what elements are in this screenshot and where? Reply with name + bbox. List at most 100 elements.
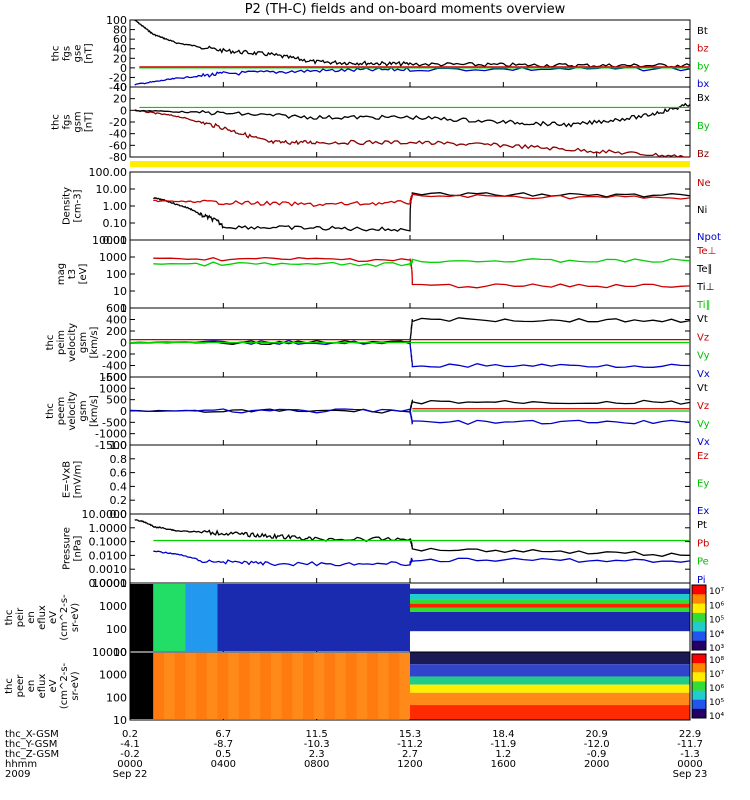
x-column-value: 1600 bbox=[491, 759, 516, 770]
y-axis-label: gsm bbox=[78, 400, 89, 421]
spec-gap bbox=[130, 653, 154, 719]
colorbar-cell bbox=[692, 663, 706, 673]
y-tick-label: 200 bbox=[106, 325, 127, 338]
colorbar-cell bbox=[692, 708, 706, 719]
spec-cell bbox=[377, 653, 390, 719]
series-density-Ni bbox=[153, 192, 691, 232]
y-tick-label: -500 bbox=[102, 416, 127, 429]
y-axis-label: t3 bbox=[67, 269, 78, 279]
series-fgs-gse-Bt bbox=[134, 19, 691, 68]
colorbar-cell bbox=[692, 654, 706, 664]
y-tick-label: 10.00 bbox=[96, 183, 128, 196]
colorbar-cell bbox=[692, 681, 706, 692]
spec-cell bbox=[260, 653, 272, 719]
x-column-value: -11.7 bbox=[677, 739, 703, 750]
spec-cell bbox=[217, 653, 229, 719]
x-column-value: 15.3 bbox=[399, 729, 421, 740]
legend-entry: By bbox=[697, 121, 710, 132]
spec-cell bbox=[313, 653, 325, 719]
spec-cell bbox=[399, 584, 411, 651]
x-row-label: thc_X-GSM bbox=[5, 729, 59, 740]
legend-entry: Vz bbox=[697, 332, 709, 343]
spec-cell bbox=[217, 584, 229, 651]
colorbar-cell bbox=[692, 699, 706, 710]
spec-band bbox=[410, 692, 690, 706]
y-tick-label: 10 bbox=[113, 285, 127, 298]
y-tick-label: 40 bbox=[113, 81, 127, 94]
spec-band bbox=[410, 705, 690, 720]
series-pressure-Pt bbox=[134, 519, 691, 557]
legend-entry: Pe bbox=[697, 557, 709, 568]
y-axis-label: [nT] bbox=[84, 112, 95, 132]
legend-entry: Ey bbox=[697, 479, 709, 490]
panel-frame bbox=[129, 444, 691, 515]
spec-cell bbox=[249, 584, 261, 651]
spec-cell bbox=[324, 584, 336, 651]
x-column-value: -12.0 bbox=[584, 739, 610, 750]
y-axis-label: mag bbox=[56, 263, 67, 285]
y-tick-label: 1.0000 bbox=[89, 522, 128, 535]
y-axis-label: en bbox=[26, 611, 37, 624]
spec-band bbox=[410, 599, 690, 604]
spec-band bbox=[410, 652, 690, 665]
spec-band bbox=[410, 664, 690, 677]
x-column-value: 0.2 bbox=[122, 729, 138, 740]
spec-band bbox=[410, 607, 690, 612]
legend-entry: Ex bbox=[697, 506, 709, 517]
x-row-label: thc_Y-GSM bbox=[5, 739, 57, 750]
y-axis-label: en bbox=[26, 680, 37, 693]
y-axis-label: gsm bbox=[78, 332, 89, 353]
colorbar-label: 10⁴ bbox=[709, 712, 724, 722]
y-tick-label: 0.0001 bbox=[89, 577, 128, 590]
spec-gap bbox=[130, 584, 154, 651]
colorbar-label: 10⁵ bbox=[709, 698, 724, 708]
y-tick-label: 0.6 bbox=[110, 467, 128, 480]
legend-entry: Ti⊥ bbox=[696, 282, 714, 293]
x-column-value: 0400 bbox=[211, 759, 236, 770]
y-tick-label: -20 bbox=[109, 71, 127, 84]
legend-entry: Vt bbox=[697, 383, 708, 394]
series-density-Ne bbox=[153, 193, 691, 208]
spec-cell bbox=[303, 653, 315, 719]
legend-entry: Te∥ bbox=[696, 264, 713, 275]
y-tick-label: 1 bbox=[120, 302, 127, 315]
y-tick-label: 10000 bbox=[92, 577, 127, 590]
spec-cell bbox=[377, 584, 390, 651]
y-tick-label: 10.0000 bbox=[82, 508, 128, 521]
x-column-value: -8.7 bbox=[214, 739, 234, 750]
y-tick-label: 1000 bbox=[99, 382, 127, 395]
series-peim-velocity-Vx bbox=[129, 339, 691, 368]
x-column-value: -0.9 bbox=[587, 749, 607, 760]
y-tick-label: -60 bbox=[109, 139, 127, 152]
spec-cell bbox=[185, 584, 197, 651]
y-axis-label: (cm^2-s- bbox=[59, 594, 70, 641]
spec-cell bbox=[388, 653, 400, 719]
legend-entry: Ni bbox=[697, 205, 707, 216]
y-axis-label: [nT] bbox=[84, 43, 95, 63]
spec-cell bbox=[270, 584, 283, 651]
y-axis-label: thc bbox=[45, 335, 56, 351]
legend-entry: Vx bbox=[697, 369, 710, 380]
y-tick-label: 0 bbox=[120, 337, 127, 350]
y-axis-label: gse bbox=[73, 45, 84, 63]
spec-cell bbox=[367, 653, 379, 719]
y-tick-label: 1000 bbox=[99, 251, 127, 264]
colorbar-label: 10⁶ bbox=[709, 684, 724, 694]
spec-cell bbox=[313, 584, 325, 651]
y-axis-label: [nPa] bbox=[73, 535, 84, 561]
legend-entry: Npot bbox=[697, 232, 721, 243]
x-column-value: -11.9 bbox=[490, 739, 516, 750]
spec-cell bbox=[356, 653, 368, 719]
y-axis-label: E=-VxB bbox=[62, 461, 73, 498]
x-column-value: 2.7 bbox=[402, 749, 418, 760]
y-tick-label: 100.00 bbox=[89, 166, 128, 179]
y-tick-label: 10000 bbox=[92, 234, 127, 247]
y-axis-label: [cm-3] bbox=[73, 189, 84, 222]
legend-entry: Vx bbox=[697, 437, 710, 448]
y-axis-label: [km/s] bbox=[89, 326, 100, 358]
spec-cell bbox=[324, 653, 336, 719]
series-pressure-Pi bbox=[153, 550, 691, 567]
y-tick-label: 10000 bbox=[92, 646, 127, 659]
y-tick-label: 0.0010 bbox=[89, 563, 128, 576]
